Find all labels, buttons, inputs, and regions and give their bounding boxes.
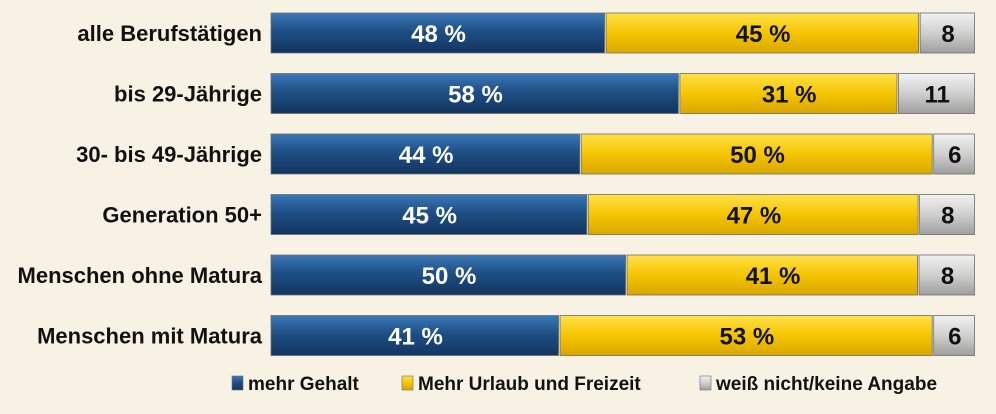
legend-label: weiß nicht/keine Angabe xyxy=(715,374,937,395)
legend-label: Mehr Urlaub und Freizeit xyxy=(418,374,641,395)
bar-segment-keine-angabe xyxy=(933,133,975,175)
bar-segment-mehr-urlaub xyxy=(587,194,919,235)
data-label: 31 % xyxy=(762,82,817,109)
legend-label: mehr Gehalt xyxy=(248,374,360,395)
bar-segment-mehr-urlaub xyxy=(559,315,933,356)
data-label: 8 xyxy=(941,263,954,290)
category-label: Menschen ohne Matura xyxy=(18,263,263,288)
bar-segment-mehr-gehalt xyxy=(270,194,588,235)
legend-swatch-keine-angabe xyxy=(699,375,712,391)
data-label: 45 % xyxy=(402,203,457,230)
bar-segment-mehr-urlaub xyxy=(626,254,918,296)
bar-segment-mehr-gehalt xyxy=(270,315,559,356)
data-label: 41 % xyxy=(746,263,801,290)
data-label: 47 % xyxy=(727,203,782,230)
bar-segment-mehr-gehalt xyxy=(270,73,679,114)
bar-segment-mehr-urlaub xyxy=(679,73,898,114)
data-label: 44 % xyxy=(399,142,454,169)
data-label: 8 xyxy=(941,203,954,230)
bar-segment-keine-angabe xyxy=(918,254,975,296)
data-label: 41 % xyxy=(388,324,443,351)
bar-segments xyxy=(270,12,975,356)
category-label: Generation 50+ xyxy=(102,203,262,228)
category-label: alle Berufstätigen xyxy=(77,21,262,46)
data-label: 6 xyxy=(948,142,961,169)
category-label: 30- bis 49-Jährige xyxy=(76,142,262,167)
data-label: 50 % xyxy=(422,263,477,290)
value-labels: 48 % 45 % 8 58 % 31 % 11 44 % 50 % 6 45 % 47 % 8 50 … xyxy=(388,21,961,351)
data-label: 45 % xyxy=(736,21,791,48)
legend: mehr Gehalt Mehr Urlaub und Freizeit weiß … xyxy=(231,374,937,395)
data-label: 8 xyxy=(941,21,954,48)
bar-segment-mehr-urlaub xyxy=(605,12,920,54)
data-label: 48 % xyxy=(411,21,466,48)
data-label: 6 xyxy=(948,324,961,351)
category-labels: alle Berufstätigen bis 29-Jährige 30- bis … xyxy=(18,21,263,349)
bar-segment-keine-angabe xyxy=(898,73,975,114)
bar-segment-mehr-urlaub xyxy=(580,133,933,175)
bar-segment-mehr-gehalt xyxy=(270,133,581,175)
data-label: 58 % xyxy=(448,82,503,109)
category-label: Menschen mit Matura xyxy=(37,324,263,349)
data-label: 50 % xyxy=(730,142,785,169)
data-label: 53 % xyxy=(720,324,775,351)
legend-swatch-mehr-gehalt xyxy=(231,375,244,391)
bar-segment-keine-angabe xyxy=(919,12,975,54)
bar-segment-keine-angabe xyxy=(933,315,975,356)
bar-segment-mehr-gehalt xyxy=(270,12,605,54)
data-label: 11 xyxy=(925,82,950,109)
bar-segment-mehr-gehalt xyxy=(270,254,626,296)
bar-segment-keine-angabe xyxy=(919,194,975,235)
legend-swatch-mehr-urlaub xyxy=(401,375,414,391)
category-label: bis 29-Jährige xyxy=(114,82,262,107)
